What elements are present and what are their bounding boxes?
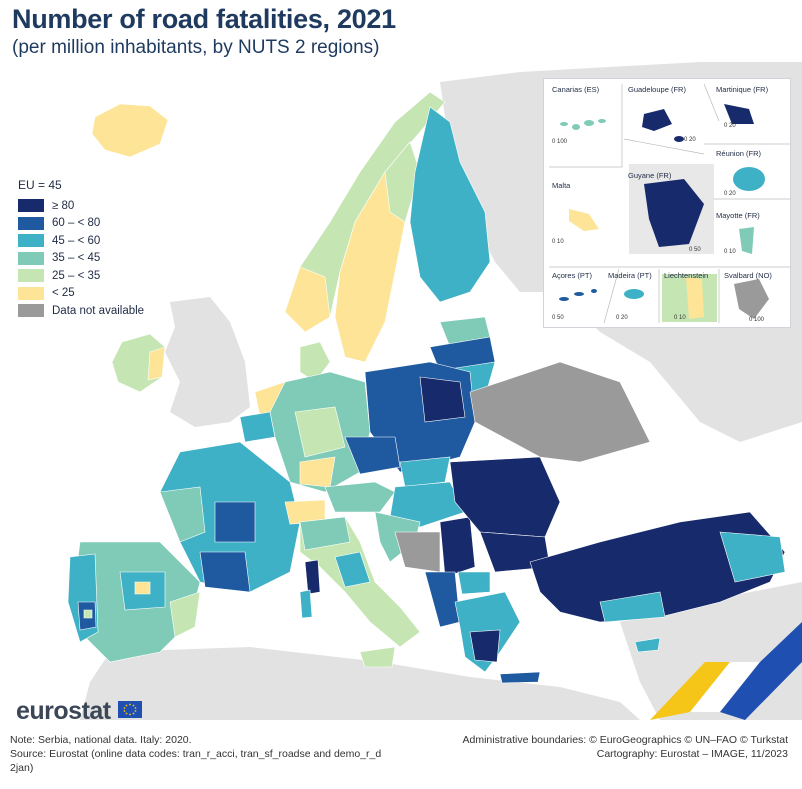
inset-scale: 0 20 — [724, 191, 736, 197]
legend-label: 60 – < 80 — [52, 217, 101, 230]
legend-item: 60 – < 80 — [18, 215, 144, 233]
france-west — [159, 486, 206, 543]
legend-item: 25 – < 35 — [18, 267, 144, 285]
germany-central — [294, 406, 346, 458]
eu-flag-icon — [118, 701, 142, 718]
france-center — [214, 501, 256, 543]
uk-land — [165, 297, 250, 427]
inset-scale: 0 100 — [749, 317, 765, 323]
legend-label: Data not available — [52, 304, 145, 317]
legend-label: 45 – < 60 — [52, 234, 101, 247]
legend-label: 35 – < 45 — [52, 252, 101, 265]
corsica — [299, 589, 313, 619]
footer-cartography: Cartography: Eurostat – IMAGE, 11/2023 — [596, 748, 788, 760]
italy-north — [299, 516, 351, 551]
inset-scale: 0 50 — [552, 315, 564, 321]
iceland — [91, 103, 169, 158]
denmark — [299, 341, 331, 383]
inset-scale: 0 20 — [724, 123, 736, 129]
map-subtitle: (per million inhabitants, by NUTS 2 regi… — [12, 37, 380, 58]
legend-item: 35 – < 45 — [18, 250, 144, 268]
footer-source-2: 2jan) — [10, 762, 34, 774]
footer-source-1: Source: Eurostat (online data codes: tra… — [10, 748, 382, 760]
inset-label: Martinique (FR) — [716, 85, 769, 94]
inset-scale: 0 100 — [552, 139, 568, 145]
legend: EU = 45 ≥ 80 60 – < 80 45 – < 60 35 – < 45 2… — [18, 178, 144, 320]
legend-item: 45 – < 60 — [18, 232, 144, 250]
eurostat-logo: eurostat — [16, 697, 111, 725]
north-macedonia — [457, 571, 491, 595]
turkey-east — [719, 531, 786, 583]
legend-header: EU = 45 — [18, 178, 62, 192]
sardinia — [304, 559, 321, 595]
inset-label: Réunion (FR) — [716, 149, 762, 158]
legend-item: Data not available — [18, 302, 144, 320]
legend-label: 25 – < 35 — [52, 269, 101, 282]
insets-panel: Canarias (ES) 0 100 Guadeloupe (FR) 0 20 Mar… — [543, 78, 791, 328]
greece-south — [469, 629, 501, 663]
footer-note: Note: Serbia, national data. Italy: 2020… — [10, 734, 192, 746]
finland — [409, 106, 491, 303]
inset-label: Açores (PT) — [552, 271, 593, 280]
portugal-lisbon — [83, 609, 93, 619]
ireland-east — [147, 346, 166, 381]
spain-east — [169, 591, 201, 638]
inset-scale: 0 20 — [684, 137, 696, 143]
eurostat-corner-stripes — [650, 622, 802, 720]
slovakia — [399, 456, 451, 488]
turkey-south — [599, 591, 666, 623]
crete — [499, 671, 541, 684]
cyprus — [634, 637, 661, 653]
inset-label: Canarias (ES) — [552, 85, 600, 94]
inset-scale: 0 20 — [616, 315, 628, 321]
legend-swatch — [18, 269, 44, 283]
inset-label: Madeira (PT) — [608, 271, 652, 280]
legend-swatch — [18, 304, 44, 318]
belgium — [239, 411, 276, 443]
spain-madrid — [134, 581, 151, 595]
inset-scale: 0 10 — [674, 315, 686, 321]
norway-south — [284, 266, 331, 333]
footer-boundaries: Administrative boundaries: © EuroGeograp… — [462, 734, 788, 746]
inset-label: Guadeloupe (FR) — [628, 85, 686, 94]
north-africa-land — [80, 647, 640, 720]
legend-item: ≥ 80 — [18, 197, 144, 215]
legend-swatch — [18, 216, 44, 230]
inset-scale: 0 10 — [724, 249, 736, 255]
inset-label: Svalbard (NO) — [724, 271, 772, 280]
austria — [324, 481, 396, 513]
moldova-ukraine — [469, 361, 651, 463]
germany-south — [299, 456, 336, 488]
france-south — [199, 551, 251, 593]
legend-item: < 25 — [18, 285, 144, 303]
sicily — [359, 646, 396, 668]
poland-east — [419, 376, 466, 423]
italy-center — [334, 551, 371, 588]
hungary — [389, 481, 466, 528]
legend-swatch — [18, 234, 44, 248]
czechia — [344, 436, 401, 475]
legend-swatch — [18, 251, 44, 265]
legend-label: ≥ 80 — [52, 199, 75, 212]
inset-scale: 0 10 — [552, 239, 564, 245]
turkey — [529, 511, 786, 623]
inset-label: Liechtenstein — [664, 271, 709, 280]
legend-label: < 25 — [52, 287, 75, 300]
inset-label: Mayotte (FR) — [716, 211, 760, 220]
map-title: Number of road fatalities, 2021 — [12, 4, 396, 34]
legend-swatch — [18, 199, 44, 213]
inset-label: Guyane (FR) — [628, 171, 672, 180]
insets-frame — [549, 83, 790, 324]
inset-scale: 0 50 — [689, 247, 701, 253]
serbia — [439, 516, 476, 578]
inset-label: Malta — [552, 181, 571, 190]
legend-swatch — [18, 286, 44, 300]
